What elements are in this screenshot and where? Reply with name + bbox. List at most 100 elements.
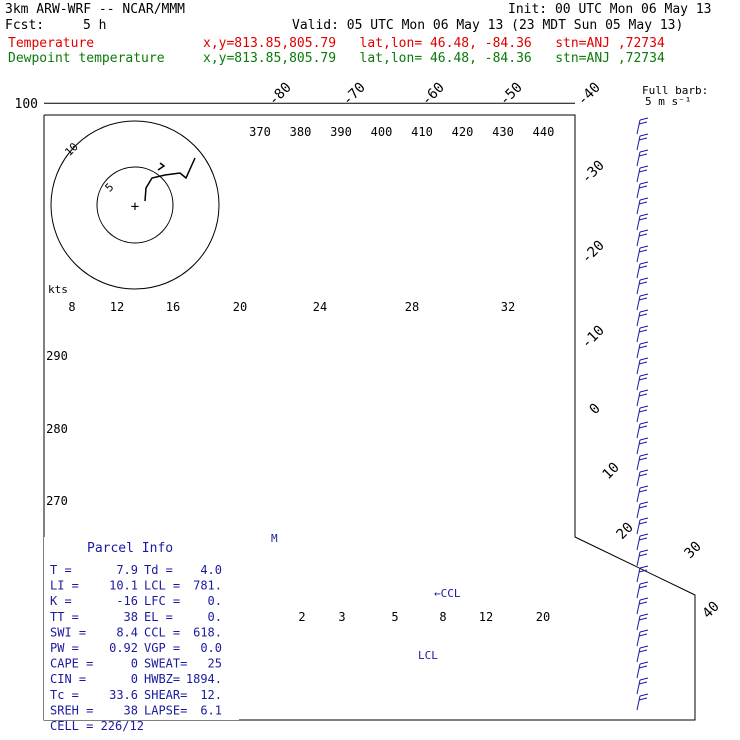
parcel-info-value: 618. (193, 625, 222, 639)
wind-barb-flag (638, 345, 648, 349)
wind-barb-flag (639, 245, 649, 249)
wind-barb-flag (638, 665, 648, 669)
wind-barb (636, 565, 649, 583)
isotherm-tick-label: 0 (587, 401, 604, 418)
mixing-ratio-label: 12 (479, 610, 493, 624)
wind-barb (636, 629, 649, 647)
wind-barb-shaft (636, 551, 641, 567)
mixing-ratio-label: 20 (536, 610, 550, 624)
theta-label: 440 (533, 125, 555, 139)
wind-barb-shaft (636, 359, 641, 375)
wind-barb-flag (639, 629, 649, 633)
temperature-profile (0, 0, 456, 103)
hodograph-ring-label: 5 (103, 181, 117, 195)
dry-adiabat-line (0, 0, 740, 103)
wind-barb (636, 485, 649, 503)
forecast-value: 5 h (83, 18, 107, 33)
isotherm-tick-label: 30 (682, 539, 705, 562)
wind-barb-flag (638, 233, 648, 237)
isotherm-tick-label: -70 (340, 80, 369, 109)
parcel-info-label: PW = (50, 641, 79, 655)
parcel-info-label: CIN = (50, 672, 86, 686)
dry-adiabat-line (0, 0, 740, 103)
wind-barb (636, 309, 649, 327)
hodograph-center: + (131, 199, 139, 215)
lcl-marker: LCL (418, 649, 438, 662)
mixing-ratio-label: 8 (439, 610, 446, 624)
wind-barb-flag (639, 213, 649, 217)
wind-barb-flag (638, 505, 648, 509)
parcel-info-label: SWI = (50, 625, 86, 639)
wind-barb-shaft (636, 311, 641, 327)
wind-barb-flag (638, 265, 648, 269)
dry-adiabat-line (0, 0, 740, 103)
theta-label: 290 (46, 349, 68, 363)
wind-barb-shaft (636, 487, 641, 503)
parcel-marker: M (271, 532, 278, 545)
init-time: Init: 00 UTC Mon 06 May 13 (508, 2, 712, 17)
wind-barb (636, 517, 649, 535)
theta-label: 400 (371, 125, 393, 139)
barb-legend-value: 5 m s⁻¹ (645, 95, 692, 108)
wind-barb-flag (638, 617, 648, 621)
dry-adiabat-line (0, 0, 740, 103)
parcel-info-label: HWBZ= (144, 672, 180, 686)
wind-barb-flag (638, 489, 648, 493)
wind-barb-flag (639, 421, 649, 425)
parcel-info-value: -16 (116, 594, 138, 608)
temperature-legend-label: Temperature (8, 36, 95, 51)
mixing-ratio-label: 2 (298, 610, 305, 624)
wind-barb (636, 165, 649, 183)
parcel-info-label: VGP = (144, 641, 180, 655)
wind-barb-flag (639, 165, 649, 169)
parcel-info-label: SWEAT= (144, 657, 187, 671)
isotherm-line (0, 0, 493, 103)
wind-barb-shaft (636, 263, 641, 279)
hodograph-trace (144, 157, 196, 202)
dewpoint-legend-label: Dewpoint temperature (8, 51, 165, 66)
forecast-label: Fcst: (5, 18, 45, 33)
wind-barb-flag (638, 217, 648, 221)
theta-label: 370 (249, 125, 271, 139)
wind-barb-flag (639, 357, 649, 361)
wind-barb-shaft (636, 199, 641, 215)
wind-barb (636, 437, 649, 455)
hodo-speed-label: 12 (110, 300, 124, 314)
wind-barb-shaft (636, 327, 641, 343)
isotherm-line (79, 0, 709, 103)
wind-barb (636, 677, 649, 695)
isotherm-tick-label: -80 (266, 80, 295, 109)
wind-barb-flag (639, 549, 649, 553)
wind-barb-flag (638, 633, 648, 637)
wind-barb-shaft (636, 407, 641, 423)
wind-barb (636, 661, 649, 679)
dry-adiabat-line (0, 0, 740, 103)
parcel-info-value: 25 (208, 657, 222, 671)
wind-barb-flag (639, 437, 649, 441)
dewpoint-legend-location: x,y=813.85,805.79 lat,lon= 46.48, -84.36… (203, 51, 665, 66)
kts-label: kts (48, 283, 68, 296)
wind-barb-flag (639, 373, 649, 377)
parcel-info-value: 6.1 (200, 703, 222, 717)
wind-barb-shaft (636, 535, 641, 551)
wind-barb-shaft (636, 615, 641, 631)
parcel-info-value: 38 (124, 703, 138, 717)
dry-adiabat-line (0, 0, 502, 103)
wind-barb-shaft (636, 599, 641, 615)
dry-adiabat-line (0, 0, 173, 103)
sounding-profiles (0, 0, 456, 103)
wind-barb (636, 453, 649, 471)
wind-barb (636, 597, 649, 615)
wind-barb-flag (638, 409, 648, 413)
parcel-info-value: 8.4 (116, 625, 138, 639)
wind-barb-flag (639, 613, 649, 617)
parcel-info-value: 0.92 (109, 641, 138, 655)
wind-barb-shaft (636, 215, 641, 231)
wind-barb (636, 149, 649, 167)
parcel-info-label: LAPSE= (144, 703, 187, 717)
wind-barb-shaft (636, 583, 641, 599)
wind-barb (636, 613, 649, 631)
wind-barb-flag (639, 405, 649, 409)
wind-barb-flag (638, 585, 648, 589)
wind-barb-shaft (636, 247, 641, 263)
